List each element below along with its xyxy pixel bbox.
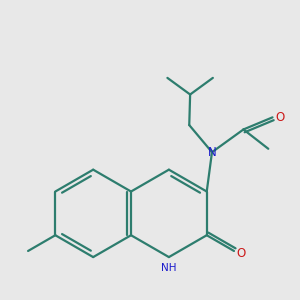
Text: N: N: [208, 146, 216, 159]
Text: O: O: [236, 247, 245, 260]
Text: O: O: [275, 111, 284, 124]
Text: NH: NH: [161, 263, 177, 273]
